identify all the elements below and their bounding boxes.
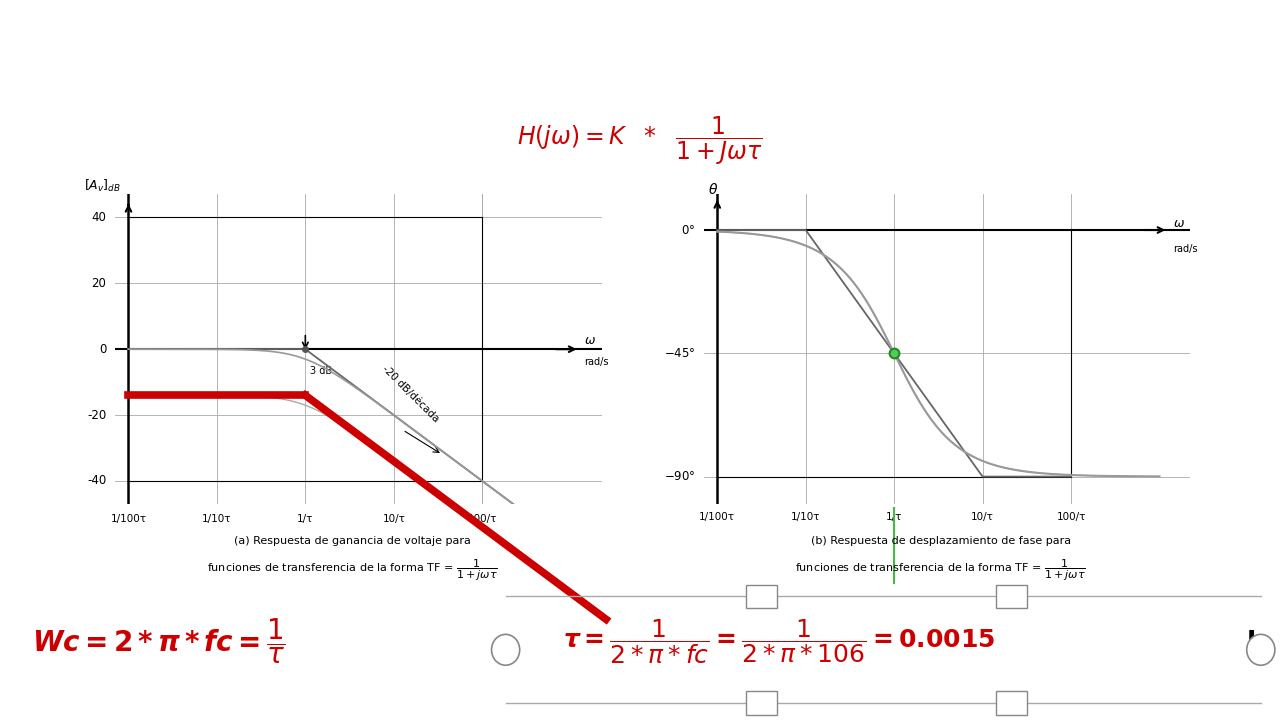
Text: $\boldsymbol{Wc = 2 * \pi * fc = \dfrac{1}{\tau}}$: $\boldsymbol{Wc = 2 * \pi * fc = \dfrac{… (32, 616, 285, 666)
Text: 3 dB: 3 dB (310, 366, 332, 376)
FancyBboxPatch shape (996, 585, 1027, 608)
Text: 1/τ: 1/τ (297, 514, 314, 524)
FancyBboxPatch shape (746, 585, 777, 608)
Text: rad/s: rad/s (1172, 244, 1197, 254)
Ellipse shape (492, 634, 520, 665)
Text: $-45°$: $-45°$ (663, 347, 695, 360)
Text: -40: -40 (87, 474, 106, 487)
Text: $\theta$: $\theta$ (708, 182, 718, 197)
Text: Efecto de multiplicar una constante: Efecto de multiplicar una constante (375, 45, 905, 71)
Text: I: I (1247, 629, 1257, 653)
Text: rad/s: rad/s (584, 357, 608, 367)
Text: 100/τ: 100/τ (467, 514, 497, 524)
Text: 1/100τ: 1/100τ (699, 512, 735, 522)
Text: Si K <1: Si K <1 (767, 236, 884, 268)
Text: 0: 0 (99, 343, 106, 356)
Text: $H(j\omega) = K \ \ * \ \ \dfrac{1}{1 + J\omega\tau}$: $H(j\omega) = K \ \ * \ \ \dfrac{1}{1 + … (517, 114, 763, 166)
Text: 100/τ: 100/τ (1056, 512, 1085, 522)
Ellipse shape (1247, 634, 1275, 665)
Text: $\omega$: $\omega$ (584, 335, 595, 348)
Text: 10/τ: 10/τ (972, 512, 995, 522)
FancyBboxPatch shape (996, 691, 1027, 715)
Text: 1/10τ: 1/10τ (791, 512, 820, 522)
Text: 1/10τ: 1/10τ (202, 514, 232, 524)
Text: funciones de transferencia de la forma TF = $\dfrac{1}{1 + j\omega\tau}$: funciones de transferencia de la forma T… (795, 558, 1087, 583)
Text: 1/τ: 1/τ (886, 512, 902, 522)
Text: -20: -20 (87, 408, 106, 422)
Text: (b) Respuesta de desplazamiento de fase para: (b) Respuesta de desplazamiento de fase … (810, 536, 1071, 546)
Text: $-90°$: $-90°$ (663, 470, 695, 483)
Text: (a) Respuesta de ganancia de voltaje para: (a) Respuesta de ganancia de voltaje par… (233, 536, 471, 546)
Text: 40: 40 (91, 211, 106, 224)
Text: 1/100τ: 1/100τ (110, 514, 146, 524)
Text: $[A_v]_{dB}$: $[A_v]_{dB}$ (84, 179, 122, 194)
Text: $\omega$: $\omega$ (1172, 217, 1184, 230)
Text: $\boldsymbol{\tau = \dfrac{1}{2*\pi*fc} = \dfrac{1}{2*\pi*106} = 0.0015}$: $\boldsymbol{\tau = \dfrac{1}{2*\pi*fc} … (563, 617, 996, 666)
Text: -20 dB/década: -20 dB/década (380, 363, 442, 423)
FancyBboxPatch shape (746, 691, 777, 715)
Text: funciones de transferencia de la forma TF = $\dfrac{1}{1 + j\omega\tau}$: funciones de transferencia de la forma T… (206, 558, 498, 583)
Text: $0°$: $0°$ (681, 223, 695, 236)
Text: 10/τ: 10/τ (383, 514, 406, 524)
Text: 20: 20 (91, 276, 106, 290)
